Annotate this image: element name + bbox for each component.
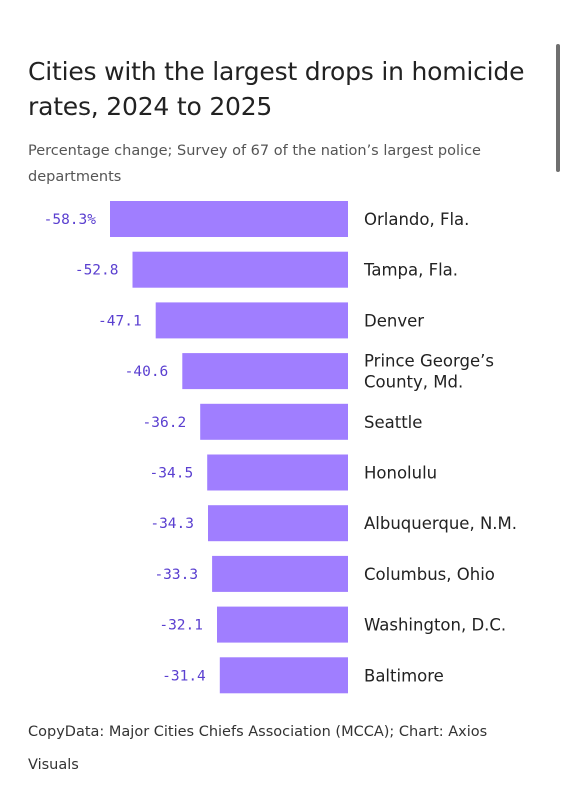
category-label: County, Md. [364,373,463,392]
chart-title: Cities with the largest drops in homicid… [28,57,525,121]
value-label: -34.5 [150,466,194,482]
value-label: -33.3 [154,567,198,583]
category-label: Tampa, Fla. [363,261,458,280]
category-label: Columbus, Ohio [364,565,495,584]
category-label: Seattle [364,413,422,432]
category-label: Orlando, Fla. [364,210,469,229]
value-label: -52.8 [75,263,119,279]
source-footer: CopyData: Major Cities Chiefs Associatio… [28,724,488,773]
category-label: Honolulu [364,464,437,483]
bar [212,555,348,592]
category-label: Denver [364,311,424,330]
value-label: -34.3 [150,516,194,532]
category-label: Baltimore [364,666,444,685]
category-label: Albuquerque, N.M. [364,514,517,533]
bar [208,505,348,542]
bar [132,251,348,288]
bar-chart: -58.3% Orlando, Fla. -52.8 Tampa, Fla. -47.1… [44,201,517,694]
value-label: -31.4 [162,668,206,684]
bar [110,201,348,237]
bar [200,403,348,440]
category-label: Washington, D.C. [364,616,506,635]
bar [207,454,348,491]
bar [182,353,348,390]
value-label: -47.1 [98,313,142,329]
value-label: -58.3% [44,212,97,228]
value-label: -36.2 [143,415,187,431]
chart-subtitle: Percentage change; Survey of 67 of the n… [28,143,481,185]
category-label: Prince George’s [364,352,494,371]
bar [219,657,348,694]
scrollbar[interactable] [556,44,560,172]
bar [155,302,348,339]
value-label: -32.1 [159,618,203,634]
value-label: -40.6 [125,364,169,380]
bar [217,606,348,643]
